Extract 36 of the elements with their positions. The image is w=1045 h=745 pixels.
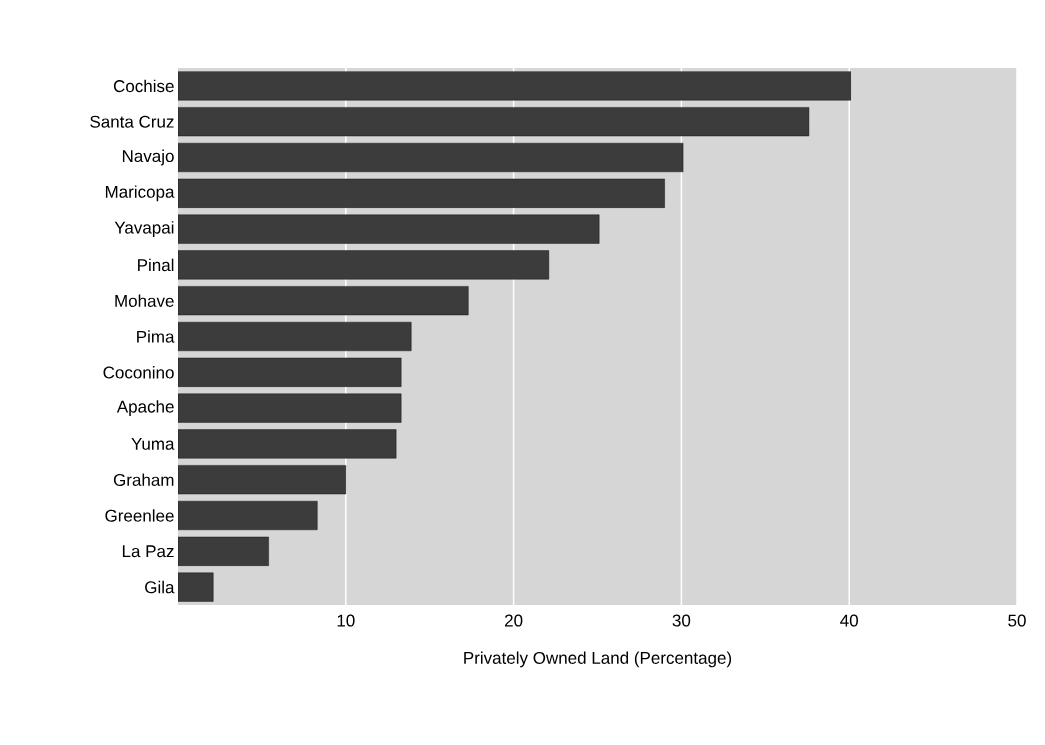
- bar: [178, 357, 402, 387]
- y-tick-label: Pinal: [138, 258, 174, 272]
- bar: [178, 393, 402, 423]
- y-tick-label: Santa Cruz: [90, 115, 174, 128]
- y-tick-label: Mohave: [115, 294, 174, 307]
- y-tick-label: Navajo: [122, 149, 174, 166]
- x-axis-title: Privately Owned Land (Percentage): [464, 651, 732, 668]
- bar: [178, 465, 346, 495]
- y-tick-label: Gila: [145, 580, 175, 594]
- bar: [178, 536, 269, 566]
- y-tick-label: Cochise: [113, 79, 174, 93]
- bar: [178, 572, 214, 602]
- x-tick-label: 30: [672, 614, 691, 627]
- bar: [178, 142, 684, 173]
- bar: [178, 71, 852, 101]
- bar: [178, 214, 600, 244]
- bar: [178, 178, 665, 208]
- y-tick-label: Pima: [137, 330, 175, 343]
- y-tick-label: La Paz: [122, 545, 174, 558]
- bar: [178, 321, 412, 352]
- bar: [178, 500, 318, 531]
- x-tick-label: 50: [1008, 614, 1026, 627]
- x-tick-label: 20: [505, 614, 523, 627]
- y-tick-label: Greenlee: [105, 509, 174, 522]
- y-tick-label: Yavapai: [114, 221, 174, 238]
- y-tick-label: Yuma: [131, 437, 175, 450]
- bar: [178, 429, 397, 459]
- y-tick-label: Apache: [116, 400, 174, 417]
- y-tick-label: Coconino: [103, 366, 174, 379]
- x-tick-label: 10: [337, 614, 355, 627]
- bar: [178, 250, 550, 280]
- y-tick-label: Maricopa: [105, 185, 175, 202]
- bar: [178, 107, 810, 137]
- x-tick-label: 40: [840, 614, 858, 627]
- y-tick-label: Graham: [113, 473, 174, 486]
- bar: [178, 286, 469, 316]
